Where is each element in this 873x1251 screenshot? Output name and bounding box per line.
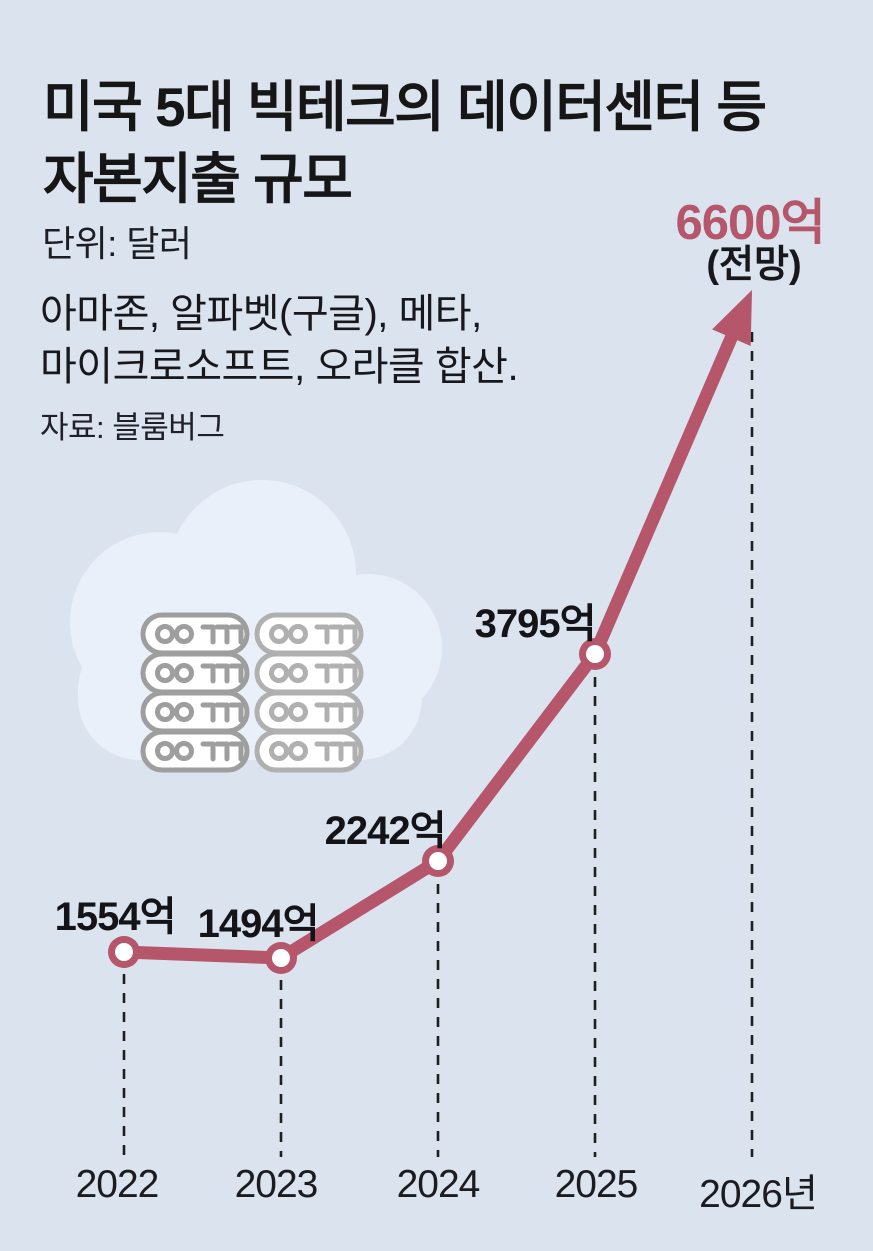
data-point-markers (108, 638, 611, 974)
x-tick-2022: 2022 (75, 1163, 160, 1206)
dashed-guide-lines (122, 332, 754, 1157)
trend-line (117, 647, 602, 965)
marker-2025 (579, 638, 611, 670)
forecast-arrow (588, 290, 752, 661)
value-label-2025: 3795억 (474, 602, 597, 646)
page-title-line2: 자본지출 규모 (43, 148, 353, 210)
unit-label: 단위: 달러 (42, 223, 192, 264)
marker-2024 (422, 845, 454, 877)
x-tick-2023: 2023 (234, 1163, 319, 1206)
value-label-2026-forecast: 6600억 (675, 196, 825, 250)
description-line2: 마이크로소프트, 오라클 합산. (40, 345, 519, 389)
x-tick-2026: 2026년 (699, 1173, 818, 1216)
x-tick-2025: 2025 (554, 1163, 639, 1206)
value-label-2023: 1494억 (197, 902, 320, 946)
value-label-2024: 2242억 (324, 809, 447, 853)
page-title-line1: 미국 5대 빅테크의 데이터센터 등 (43, 76, 767, 138)
marker-2022 (108, 936, 140, 968)
marker-2023 (265, 942, 297, 974)
value-label-2022: 1554억 (54, 895, 177, 939)
server-stack-left (143, 615, 247, 770)
x-tick-2024: 2024 (396, 1163, 481, 1206)
forecast-note: (전망) (706, 244, 802, 286)
server-stack-right (257, 615, 361, 770)
description-line1: 아마존, 알파벳(구글), 메타, (40, 292, 482, 336)
source-label: 자료: 블룸버그 (40, 410, 225, 445)
